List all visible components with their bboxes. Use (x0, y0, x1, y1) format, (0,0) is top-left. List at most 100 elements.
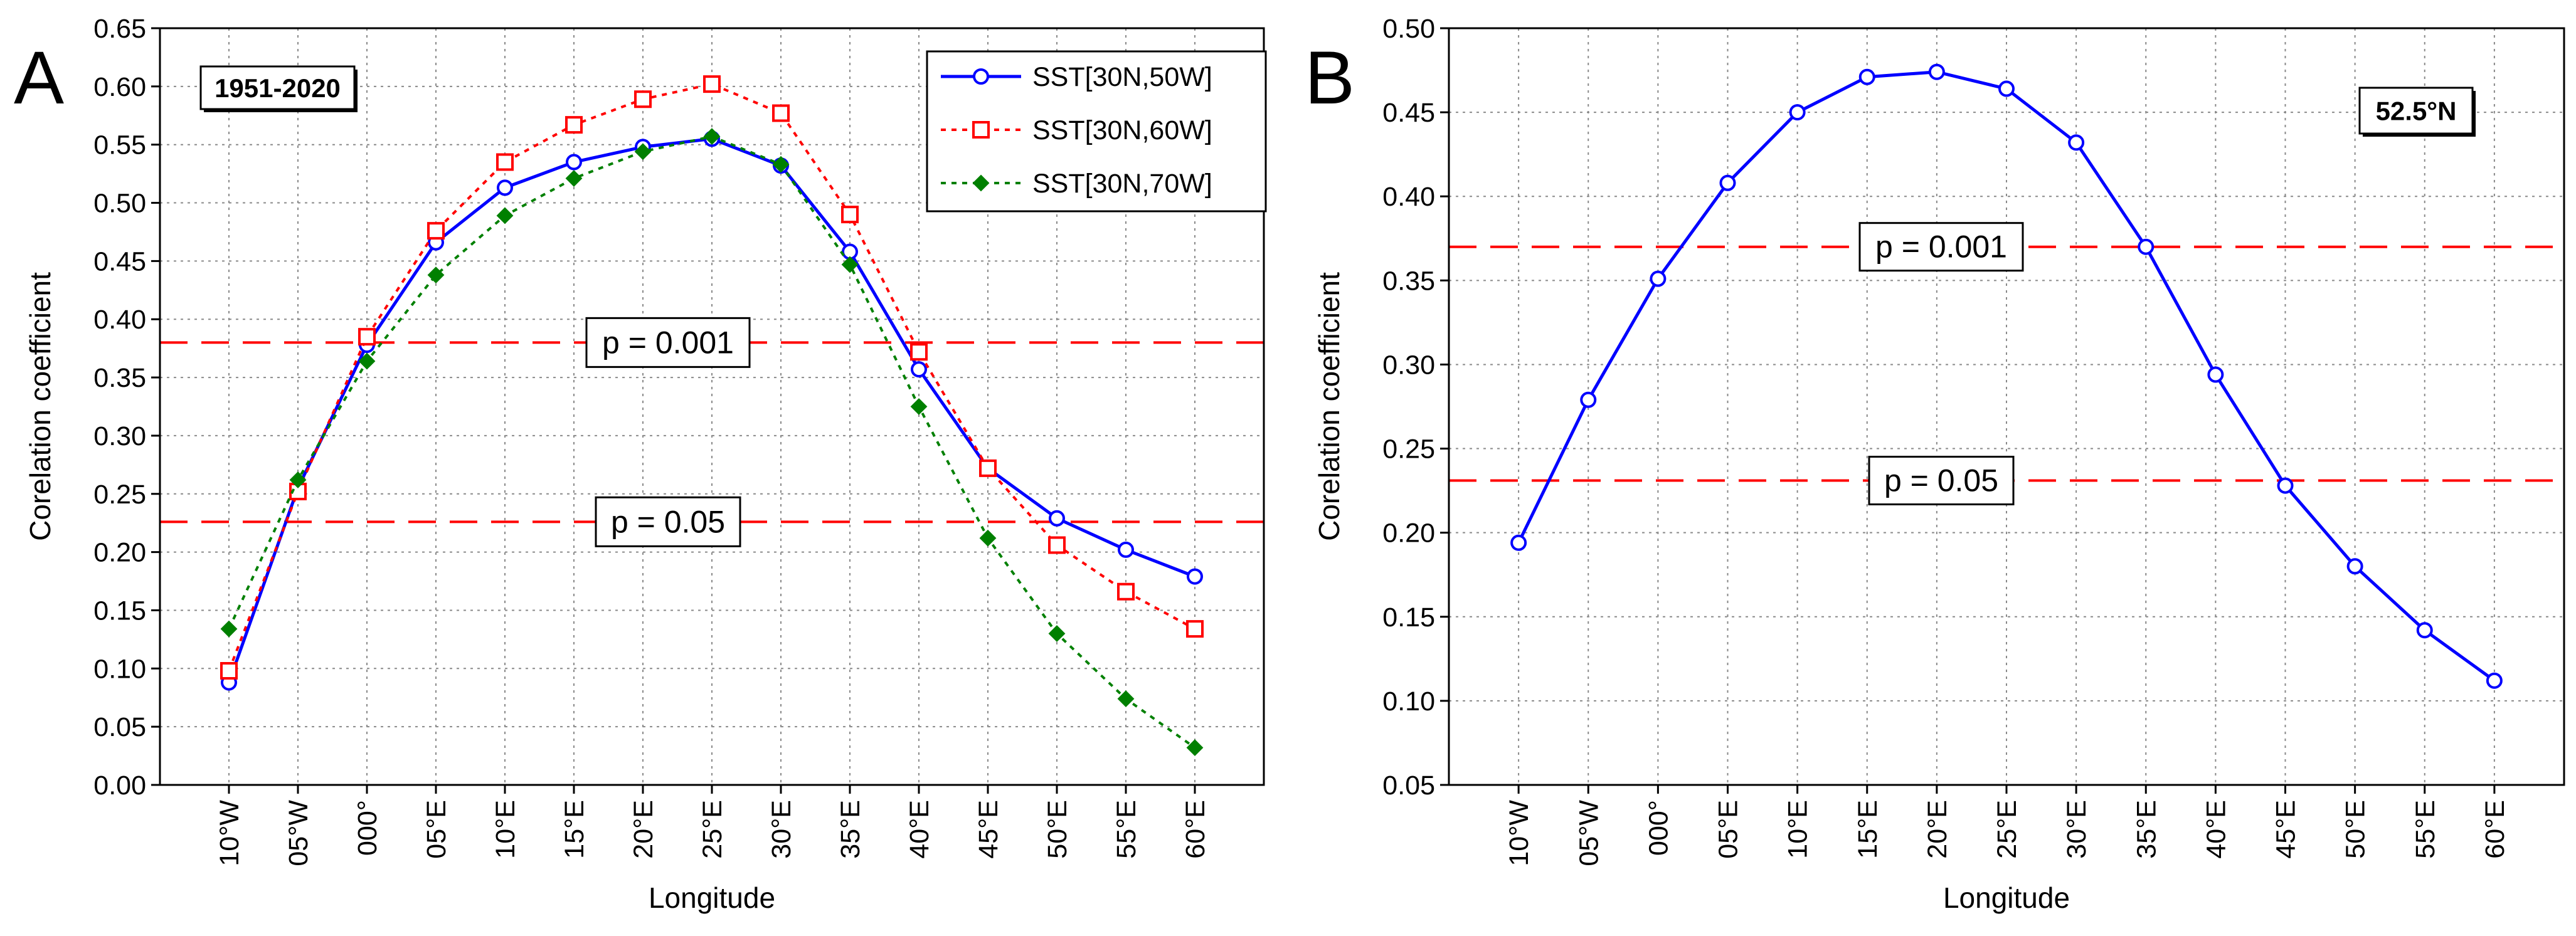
panel-b-xtick-label: 05°E (1714, 800, 1744, 859)
panel-a-series-2-point (703, 75, 721, 93)
panel-b-ytick-label: 0.35 (1382, 266, 1435, 296)
panel-b-ytick-label: 0.15 (1382, 602, 1435, 633)
panel-a-series-3-point (1186, 739, 1204, 756)
panel-b-xtick-label: 40°E (2201, 800, 2231, 859)
panel-a-xtick-label: 000° (352, 800, 383, 856)
panel-b-xtick-label: 10°E (1783, 800, 1813, 859)
panel-a-x-axis-title: Longitude (649, 881, 775, 914)
panel-a-series-3-point (427, 266, 445, 284)
panel-b-xtick-label: 55°E (2410, 800, 2441, 859)
panel-a-series-3-point (841, 256, 859, 273)
panel-b-ref-label-box (1868, 456, 2015, 506)
panel-b-xtick-label: 50°E (2341, 800, 2371, 859)
panel-a-xtick-label: 40°E (904, 800, 935, 859)
panel-a-series-3-point (772, 155, 790, 173)
panel-a-series-2-point (910, 343, 928, 361)
panel-b-series-1-point (2068, 134, 2085, 151)
panel-a-series-2-point (1048, 536, 1066, 554)
panel-a-legend-swatch-marker (972, 121, 990, 139)
panel-a-y-axis-title: Corelation coefficient (24, 272, 56, 541)
panel-b-ref-label: p = 0.05 (1884, 463, 1998, 498)
panel-b-ytick-label: 0.05 (1382, 770, 1435, 801)
panel-a-series-1-point (497, 179, 513, 196)
panel-a-ytick-label: 0.30 (93, 421, 146, 451)
panel-a-legend-label: SST[30N,70W] (1032, 169, 1212, 199)
panel-b-series-1-point (1998, 80, 2015, 97)
panel-a-ref-label-box (595, 496, 741, 547)
panel-a-xtick-label: 45°E (973, 800, 1004, 859)
panel-b-ytick-label: 0.50 (1382, 14, 1435, 44)
panel-b-series-1-point (1650, 270, 1667, 287)
panel-a-xtick-label: 05°E (421, 800, 452, 859)
panel-a-series-2-point (358, 328, 376, 346)
panel-b-xtick-label: 60°E (2480, 800, 2510, 859)
panel-b-ytick-label: 0.40 (1382, 182, 1435, 212)
panel-b-chart: p = 0.001 p = 0.05 0.05 0.10 0.15 0.20 0.25 0.3… (1305, 14, 2565, 914)
panel-b-series-1-point (2416, 622, 2433, 639)
panel-a-series-2-point (427, 222, 445, 240)
panel-a-xtick-label: 05°W (284, 800, 314, 866)
panel-a-xtick-label: 10°E (490, 800, 521, 859)
panel-a-legend-label: SST[30N,50W] (1032, 62, 1212, 92)
panel-a-ref-label: p = 0.05 (611, 504, 725, 539)
panel-a-ytick-label: 0.20 (93, 538, 146, 568)
panel-a-series-1-point (1049, 510, 1065, 527)
panel-b-ytick-label: 0.20 (1382, 518, 1435, 549)
panel-b-ytick-label: 0.25 (1382, 434, 1435, 465)
panel-b-xtick-label: 30°E (2062, 800, 2092, 859)
panel-a-series-3-point (565, 170, 583, 187)
panel-a-legend-label: SST[30N,60W] (1032, 115, 1212, 145)
panel-a-xtick-label: 30°E (766, 800, 797, 859)
panel-a-legend-swatch-marker (972, 174, 990, 192)
panel-b-series-1-point (1858, 68, 1875, 85)
panel-a-series-3-point (1048, 625, 1066, 643)
panel-a-ytick-label: 0.15 (93, 596, 146, 626)
panel-a-series-2-point (772, 104, 790, 122)
panel-a-legend: SST[30N,50W] SST[30N,60W] SST[30N,70W] (926, 50, 1267, 213)
panel-a-chart: p = 0.001 p = 0.05 0.00 0.05 0.10 0.15 0.20 0.2… (14, 14, 1267, 914)
panel-a-ytick-label: 0.45 (93, 246, 146, 276)
panel-a-series-3-point (358, 352, 376, 370)
panel-a-ytick-label: 0.55 (93, 130, 146, 160)
panel-b-ytick-label: 0.10 (1382, 686, 1435, 717)
panel-a-series-3-point (979, 529, 997, 547)
panel-a-ref-label-box (585, 317, 751, 368)
panel-b-xtick-label: 45°E (2271, 800, 2301, 859)
panel-b-series-1-point (2207, 366, 2224, 383)
panel-a-series-2-point (565, 116, 583, 134)
panel-a-series-3-point (1117, 690, 1135, 708)
panel-a-ytick-label: 0.35 (93, 363, 146, 393)
panel-a-xtick-label: 50°E (1042, 800, 1073, 859)
panel-b-series-1-point (2486, 672, 2503, 689)
panel-a-xtick-label: 60°E (1180, 800, 1211, 859)
panel-b-series-1-point (1789, 104, 1806, 121)
panel-b-series-1 (1510, 63, 2503, 689)
panel-b-xtick-label: 15°E (1853, 800, 1883, 859)
panel-a-series-3 (220, 128, 1204, 756)
panel-a-series-1-point (566, 154, 582, 171)
panel-a-series-1-point (911, 361, 927, 378)
panel-a-series-3-point (496, 207, 514, 224)
panel-a-ytick-label: 0.65 (93, 14, 146, 44)
panel-a-xtick-label: 35°E (835, 800, 866, 859)
panel-b-series-1-point (2277, 477, 2294, 494)
panel-a-period-label: 1951-2020 (215, 73, 341, 103)
panel-a-series-1-point (1118, 541, 1134, 558)
panel-a-ref-label: p = 0.001 (602, 325, 734, 360)
panel-b-series-1-point (2346, 558, 2363, 575)
panel-b-series-1-point (1719, 174, 1736, 191)
panel-b-ref-label-box (1858, 222, 2024, 272)
panel-a-series-2-point (634, 90, 652, 108)
panel-a-series-3-point (220, 620, 238, 638)
panel-a-ytick-label: 0.10 (93, 654, 146, 684)
panel-b-period-label: 52.5°N (2376, 97, 2457, 126)
panel-b-xtick-label: 35°E (2131, 800, 2161, 859)
panel-a-ytick-label: 0.40 (93, 305, 146, 335)
panel-a-series-2-point (1117, 582, 1135, 601)
panel-b-series-1-point (1580, 391, 1597, 408)
panel-a-xtick-label: 55°E (1111, 800, 1142, 859)
panel-b-xtick-label: 25°E (1992, 800, 2022, 859)
panel-a-ytick-label: 0.50 (93, 189, 146, 219)
panel-a-series-2 (220, 75, 1204, 680)
